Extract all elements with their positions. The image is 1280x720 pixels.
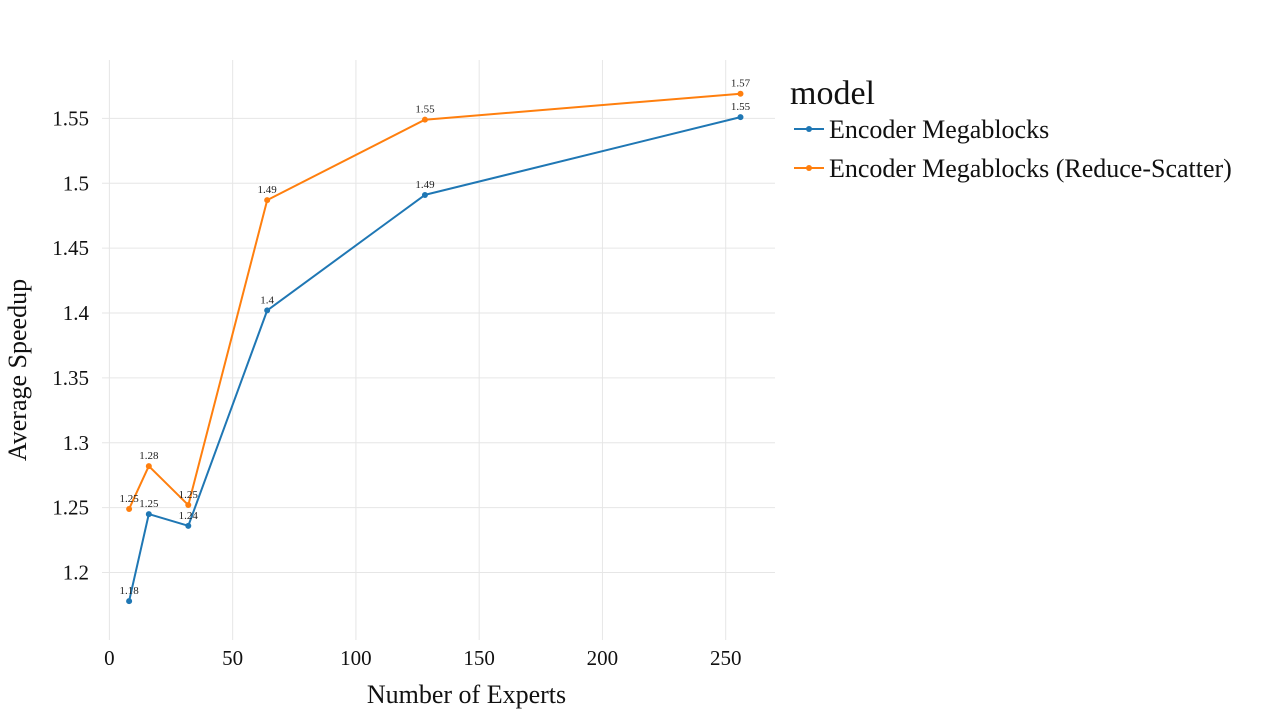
y-axis-title: Average Speedup: [3, 279, 32, 461]
data-point: [185, 502, 192, 509]
legend: model Encoder Megablocks Encoder Megabloc…: [790, 75, 1232, 183]
series-line: [128, 92, 741, 510]
data-label: 1.18: [119, 585, 139, 597]
x-tick-label: 150: [463, 646, 495, 670]
y-tick-label: 1.45: [52, 236, 89, 260]
legend-item: Encoder Megablocks (Reduce-Scatter): [794, 154, 1232, 183]
data-label: 1.49: [415, 179, 435, 191]
y-tick-label: 1.25: [52, 496, 89, 520]
data-point: [145, 463, 152, 470]
data-label: 1.4: [260, 294, 274, 306]
data-label: 1.25: [139, 498, 159, 510]
y-tick-label: 1.2: [63, 561, 89, 585]
data-point: [185, 522, 192, 529]
x-tick-label: 100: [340, 646, 372, 670]
legend-label: Encoder Megablocks (Reduce-Scatter): [829, 154, 1232, 183]
data-point: [421, 116, 428, 123]
data-point: [126, 505, 133, 512]
tick-labels: 0 50 100 150 200 250 1.2 1.25 1.3 1.35 1.4 1.45 1.5 1…: [52, 106, 741, 670]
x-tick-label: 50: [222, 646, 243, 670]
data-label: 1.57: [731, 78, 751, 90]
data-label: 1.24: [179, 510, 199, 522]
y-tick-label: 1.5: [63, 171, 89, 195]
data-label: 1.28: [139, 450, 159, 462]
data-label: 1.49: [258, 184, 278, 196]
data-point: [737, 90, 744, 97]
grid-lines: [102, 60, 775, 640]
data-point: [421, 191, 428, 198]
legend-label: Encoder Megablocks: [829, 115, 1049, 144]
data-label: 1.25: [119, 493, 139, 505]
data-point: [264, 197, 271, 204]
legend-title: model: [790, 75, 875, 112]
series-layer: 1.181.251.241.41.491.551.251.281.251.491…: [119, 78, 751, 605]
legend-item: Encoder Megablocks: [794, 115, 1049, 144]
y-tick-label: 1.3: [63, 431, 89, 455]
x-axis-title: Number of Experts: [367, 680, 566, 709]
legend-swatch-point: [806, 126, 812, 132]
data-point: [737, 114, 744, 121]
series-line: [128, 116, 741, 602]
legend-swatch-point: [806, 165, 812, 171]
data-point: [264, 307, 271, 314]
x-tick-label: 0: [104, 646, 115, 670]
y-tick-label: 1.55: [52, 106, 89, 130]
y-tick-label: 1.35: [52, 366, 89, 390]
x-tick-label: 200: [587, 646, 619, 670]
x-tick-label: 250: [710, 646, 742, 670]
data-label: 1.55: [731, 101, 751, 113]
data-point: [126, 598, 133, 605]
series-1: 1.18 1.25 1.24 1.4 1.49 1.55: [119, 101, 751, 605]
data-label: 1.55: [415, 104, 435, 116]
series-2: 1.25 1.28 1.25 1.49 1.55 1.57: [119, 78, 751, 512]
y-tick-label: 1.4: [63, 301, 90, 325]
data-label: 1.25: [179, 489, 199, 501]
data-point: [145, 511, 152, 518]
